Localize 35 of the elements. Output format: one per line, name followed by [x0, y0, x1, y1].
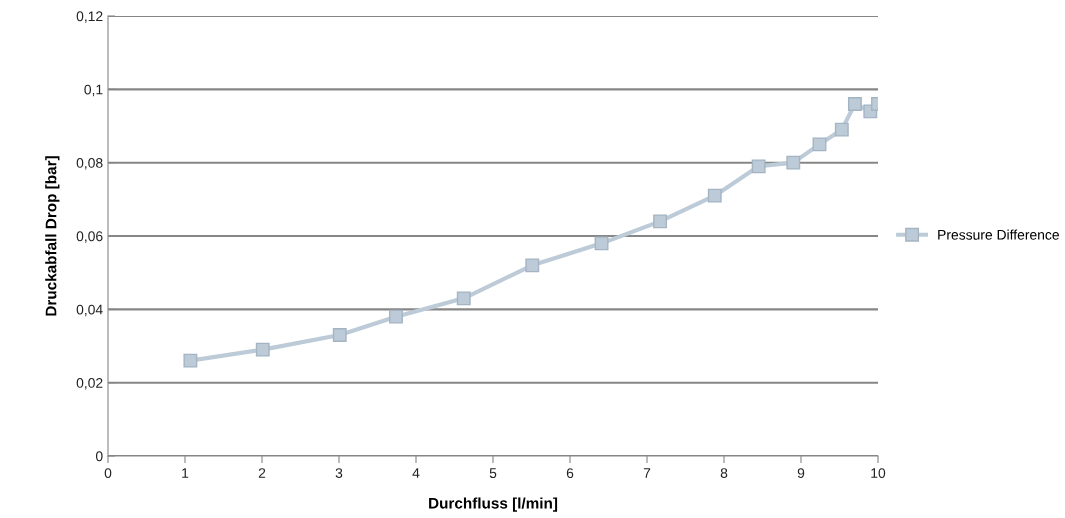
x-tick-label: 5	[489, 468, 497, 479]
y-tick-label: 0,04	[76, 304, 103, 317]
y-tick-label: 0,12	[76, 11, 103, 23]
point	[707, 188, 722, 203]
x-axis-title: Durchfluss [l/min]	[429, 497, 558, 512]
point	[847, 97, 862, 111]
x-tick-label: 3	[335, 468, 343, 479]
point	[525, 258, 540, 273]
point	[332, 328, 347, 342]
x-tick-label: 0	[104, 468, 112, 479]
legend-label: Pressure Difference	[938, 229, 1059, 240]
x-tick-label: 1	[182, 468, 189, 478]
point	[751, 159, 766, 174]
y-tick-label: 0,06	[76, 231, 103, 243]
point	[456, 291, 471, 306]
x-tick-label: 2	[258, 468, 266, 478]
x-tick-label: 7	[643, 468, 651, 478]
y-tick-label: 0,02	[76, 378, 103, 390]
x-tick-label: 10	[871, 468, 886, 479]
point	[653, 214, 668, 229]
point	[255, 342, 270, 357]
y-tick-label: 0,1	[84, 84, 103, 97]
point	[389, 309, 403, 324]
x-tick-label: 4	[412, 468, 420, 478]
point	[812, 137, 827, 152]
x-tick-label: 8	[720, 468, 728, 479]
y-tick-label: 0	[95, 451, 103, 462]
y-tick-label: 0,08	[76, 158, 103, 170]
y-axis-title: Druckabfall Drop [bar]	[45, 156, 60, 316]
point	[594, 236, 609, 251]
x-tick-label: 6	[566, 468, 574, 479]
point	[834, 122, 849, 137]
point	[183, 353, 198, 368]
x-tick-label: 9	[797, 468, 805, 479]
point	[786, 155, 801, 170]
